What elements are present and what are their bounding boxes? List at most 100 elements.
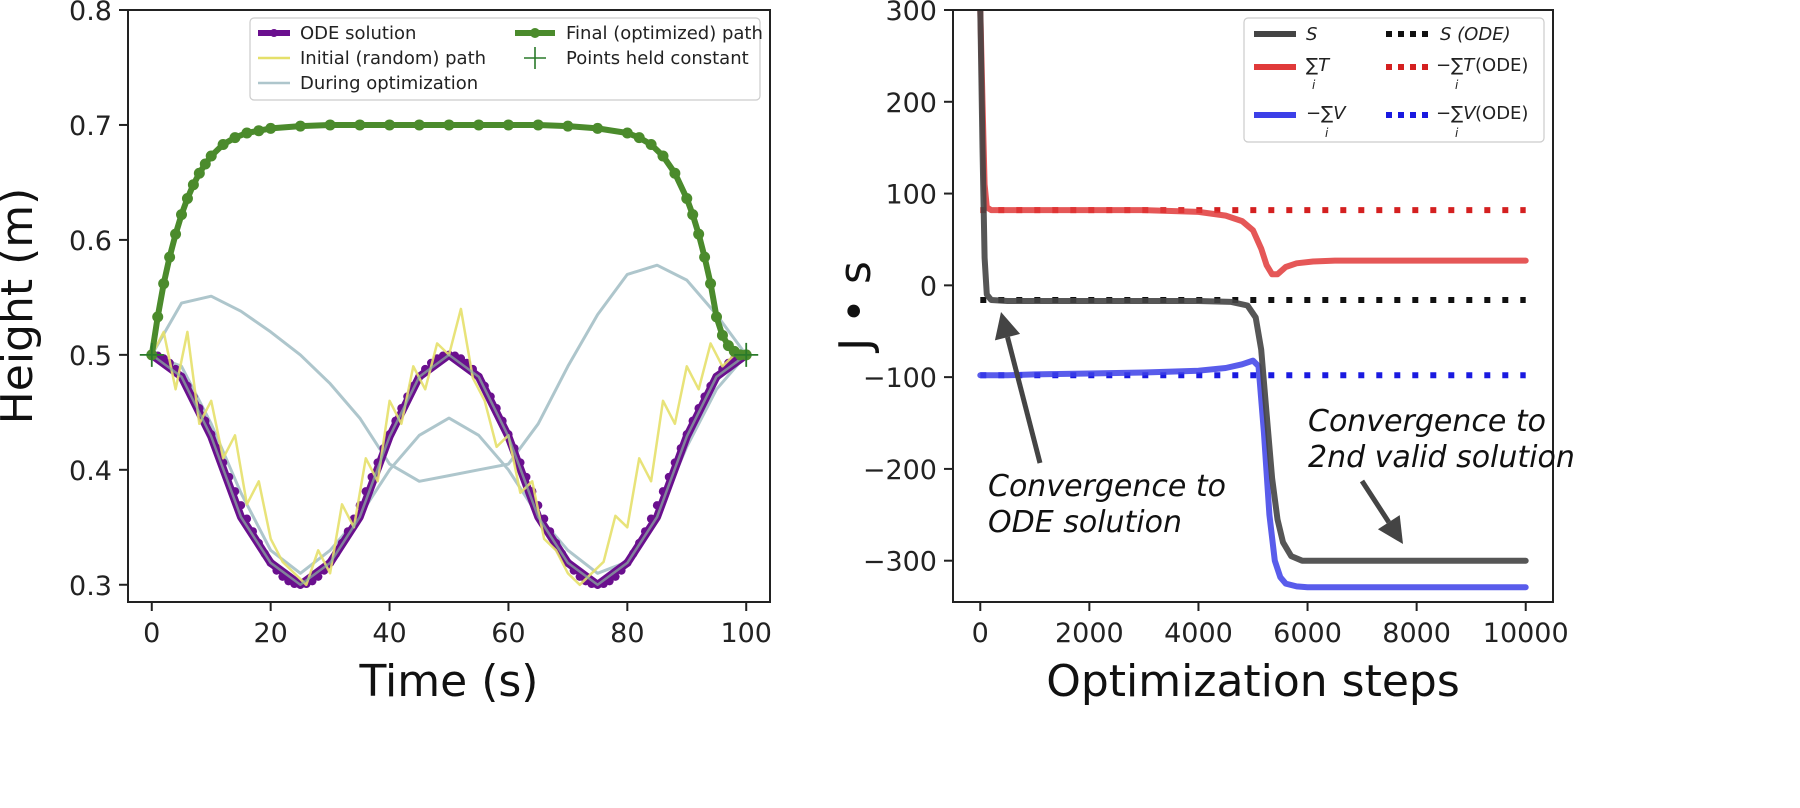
annotation-arrowhead-ode <box>994 312 1021 341</box>
final-path-point <box>705 278 717 290</box>
final-path-point <box>354 119 366 131</box>
legend-label-sum-v-ode: −∑V <box>1436 103 1477 124</box>
final-path-point <box>181 193 193 205</box>
right-chart-x-axis-label: Optimization steps <box>1046 656 1460 707</box>
left-chart-y-axis-label: Height (m) <box>0 188 43 425</box>
y-tick-label-0: 0.3 <box>69 571 112 602</box>
final-path-point <box>187 179 199 191</box>
legend-marker-final-path <box>530 28 540 38</box>
right-legend-box <box>1243 17 1545 143</box>
y-tick-label-6: 300 <box>885 0 937 27</box>
legend-label-s: S <box>1306 24 1317 45</box>
x-tick-label-2: 40 <box>372 618 406 649</box>
final-path-point <box>687 209 699 221</box>
sum-t-line <box>977 10 1529 278</box>
annotation-second-line1: Convergence to <box>1308 404 1546 439</box>
final-path-point <box>699 251 711 263</box>
final-path-point <box>693 228 705 240</box>
sum-v-line <box>977 357 1529 591</box>
y-tick-label-4: 100 <box>885 180 937 211</box>
final-path-point <box>241 127 253 139</box>
final-path-point <box>681 193 693 205</box>
final-path-line <box>148 122 750 358</box>
legend-ode-tag-v: (ODE) <box>1475 103 1528 124</box>
right-chart-ticks: 0 2000 4000 6000 8000 10000 −300 −200 −100 0 100 20… <box>863 0 1569 649</box>
x-tick-label-4: 8000 <box>1382 618 1451 649</box>
right-chart: 0 2000 4000 6000 8000 10000 −300 −200 −100 0 100 20… <box>830 0 1575 707</box>
final-path-point <box>170 228 182 240</box>
legend-marker-ode-solution <box>270 29 278 37</box>
x-tick-label-3: 6000 <box>1273 618 1342 649</box>
left-chart-ticks: 0 20 40 60 80 100 0.3 0.4 0.5 0.6 0.7 0.8 <box>69 0 772 649</box>
y-tick-label-1: −200 <box>863 455 937 486</box>
legend-label-s-ode: S (ODE) <box>1440 24 1511 45</box>
legend-label-sum-t-ode: −∑T <box>1436 55 1476 76</box>
right-chart-legend: S ∑T i −∑V i S (ODE) −∑T i (ODE) −∑V i (… <box>1243 17 1545 143</box>
right-chart-y-axis-label: J • s <box>830 261 881 354</box>
annotation-arrow-second <box>1359 479 1391 524</box>
x-tick-label-5: 100 <box>720 618 772 649</box>
legend-label-sum-v: −∑V <box>1306 103 1347 124</box>
final-path-point <box>413 119 425 131</box>
final-path-point <box>592 122 604 134</box>
legend-label-held-points: Points held constant <box>566 48 749 69</box>
final-path-point <box>164 251 176 263</box>
s-line <box>977 10 1529 564</box>
x-tick-label-1: 2000 <box>1055 618 1124 649</box>
final-path-point <box>716 329 728 341</box>
y-tick-label-3: 0 <box>920 271 937 302</box>
y-tick-label-2: 0.5 <box>69 341 112 372</box>
final-path-point <box>711 311 722 323</box>
x-tick-label-0: 0 <box>143 618 160 649</box>
held-point-0 <box>139 342 164 367</box>
legend-sub-sum-v: i <box>1325 126 1329 140</box>
left-chart-x-axis-label: Time (s) <box>359 656 539 707</box>
final-path-point <box>193 167 205 179</box>
x-tick-label-3: 60 <box>491 618 525 649</box>
final-path-point <box>324 119 336 131</box>
final-path-point <box>473 119 485 131</box>
final-path-point <box>152 311 164 323</box>
annotation-arrow-ode <box>1005 336 1043 464</box>
legend-sub-sum-t: i <box>1312 78 1316 92</box>
y-tick-label-5: 200 <box>885 88 937 119</box>
right-chart-plot-area <box>977 10 1529 591</box>
legend-sub-sum-t-ode: i <box>1455 78 1459 92</box>
x-tick-label-1: 20 <box>253 618 287 649</box>
left-legend-box <box>249 17 761 101</box>
final-path-point <box>158 278 170 290</box>
legend-label-sum-t: ∑T <box>1306 55 1331 76</box>
annotation-arrowhead-second <box>1377 515 1403 544</box>
left-chart: 0 20 40 60 80 1000.30.40.50.60.70.8 Time (s) … <box>0 0 772 707</box>
final-path-point <box>176 209 187 221</box>
left-chart-legend: ODE solution Initial (random) path Durin… <box>249 17 763 101</box>
final-path-point <box>562 120 574 132</box>
annotation-ode-line1: Convergence to <box>988 469 1226 504</box>
final-path-point <box>621 127 633 139</box>
final-path-point <box>384 119 396 131</box>
x-tick-label-4: 80 <box>610 618 644 649</box>
final-path-point <box>645 138 657 150</box>
held-point-1 <box>734 342 759 367</box>
final-path-point <box>669 167 681 179</box>
initial-path-line <box>150 307 748 587</box>
legend-label-during-optimization: During optimization <box>300 73 478 94</box>
right-chart-annotations: Convergence to ODE solution Convergence … <box>988 312 1575 544</box>
legend-sub-sum-v-ode: i <box>1455 126 1459 140</box>
final-path-point <box>294 120 306 132</box>
near-converged-path-line <box>150 353 748 587</box>
legend-label-final-path: Final (optimized) path <box>566 23 763 44</box>
final-path-point <box>657 150 669 162</box>
legend-swatch-held-points <box>524 47 546 69</box>
legend-ode-tag-t: (ODE) <box>1475 55 1528 76</box>
y-tick-label-4: 0.7 <box>69 111 112 142</box>
annotation-second-line2: 2nd valid solution <box>1308 440 1575 475</box>
final-path-point <box>229 132 241 144</box>
y-tick-label-3: 0.6 <box>69 226 112 257</box>
y-tick-label-5: 0.8 <box>69 0 112 27</box>
final-path-point <box>199 158 211 170</box>
final-path-point <box>532 119 544 131</box>
legend-label-ode-solution: ODE solution <box>300 23 416 44</box>
y-tick-label-1: 0.4 <box>69 456 112 487</box>
final-path-point <box>205 150 217 162</box>
